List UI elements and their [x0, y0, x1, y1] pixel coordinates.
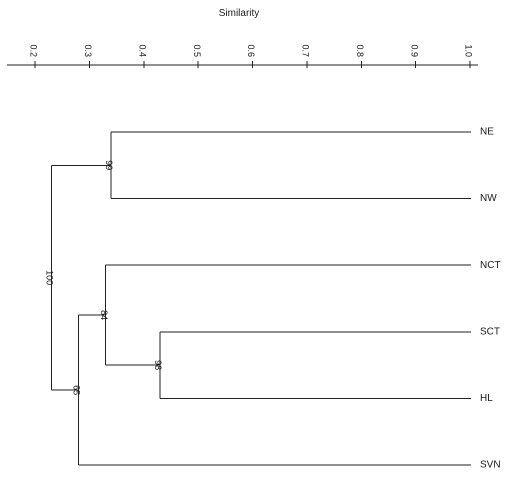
leaf-label: NW	[480, 193, 497, 204]
leaf-label: NE	[480, 127, 494, 138]
leaf-label: SCT	[480, 326, 500, 337]
tick-label: 0.3	[83, 44, 93, 57]
axis-title: Similarity	[219, 8, 260, 19]
tick-label: 0.6	[246, 44, 256, 57]
tick-label: 0.8	[355, 44, 365, 57]
tick-label: 1.0	[464, 44, 474, 57]
tick-label: 0.2	[29, 44, 39, 57]
tick-label: 0.4	[137, 44, 147, 57]
leaf-label: SVN	[480, 460, 501, 471]
support-label: 100	[44, 270, 54, 285]
similarity-axis: 0.2 0.3 0.4 0.5 0.6 0.7 0.8 0.9 1.0	[7, 44, 478, 68]
tick-label: 0.5	[192, 44, 202, 57]
tick-label: 0.7	[301, 44, 311, 57]
leaf-label: NCT	[480, 260, 501, 271]
tick-label: 0.9	[409, 44, 419, 57]
leaf-label: HL	[480, 393, 493, 404]
